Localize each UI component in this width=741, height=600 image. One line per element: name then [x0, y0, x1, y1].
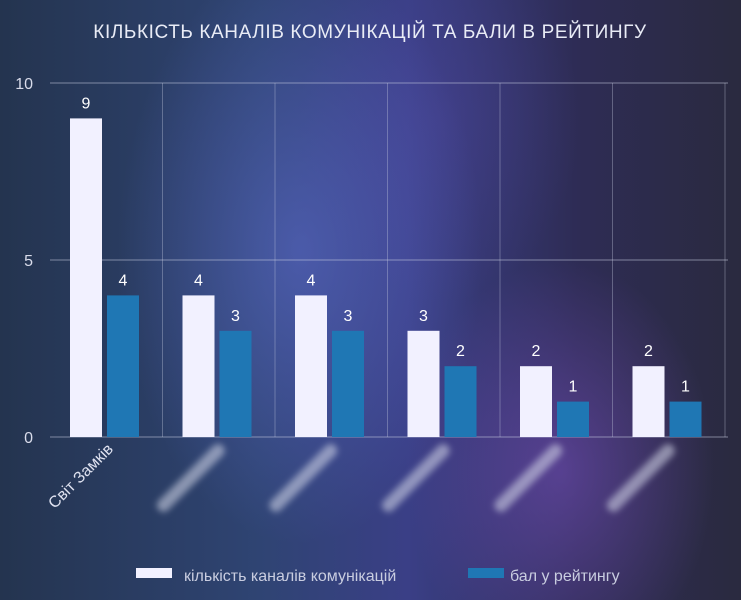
- grid-lines: [50, 82, 728, 438]
- bar-series-2: [444, 366, 477, 437]
- bars: [70, 118, 702, 438]
- legend-swatch: [468, 568, 504, 578]
- legend-label: бал у рейтингу: [510, 568, 620, 585]
- data-label: 4: [119, 272, 128, 289]
- y-axis: 0 5 10: [15, 76, 33, 447]
- data-label: 3: [419, 308, 428, 325]
- data-labels: 9 4 4 3 2 2 4 3 3 2 1 1: [82, 95, 691, 395]
- blurred-category-label: [494, 444, 563, 512]
- x-axis: Світ Замків: [45, 441, 675, 512]
- bar-series-2: [332, 330, 364, 437]
- blurred-category-label: [269, 444, 338, 512]
- bar-series-2: [107, 295, 139, 437]
- bar-series-1: [182, 295, 215, 437]
- bar-series-2: [557, 401, 589, 437]
- category-label: Світ Замків: [45, 441, 116, 512]
- y-tick-label: 5: [24, 253, 33, 270]
- data-label: 2: [532, 343, 541, 360]
- data-label: 4: [307, 272, 316, 289]
- blurred-category-label: [606, 444, 675, 512]
- bar-series-2: [219, 330, 252, 437]
- bar-series-1: [70, 118, 102, 438]
- data-label: 4: [194, 272, 203, 289]
- bar-series-1: [520, 366, 552, 437]
- bar-series-1: [407, 330, 440, 437]
- bar-series-2: [669, 401, 702, 437]
- legend: кількість каналів комунікацій бал у рейти…: [136, 568, 620, 585]
- bar-series-1: [632, 366, 665, 437]
- data-label: 9: [82, 95, 91, 112]
- data-label: 3: [231, 308, 240, 325]
- chart-title: КІЛЬКІСТЬ КАНАЛІВ КОМУНІКАЦІЙ ТА БАЛИ В …: [93, 21, 647, 43]
- data-label: 1: [681, 379, 690, 396]
- legend-label: кількість каналів комунікацій: [184, 568, 396, 585]
- blurred-category-label: [381, 444, 450, 512]
- data-label: 2: [644, 343, 653, 360]
- data-label: 1: [569, 379, 578, 396]
- blurred-category-label: [156, 444, 225, 512]
- bar-series-1: [295, 295, 327, 437]
- data-label: 2: [456, 343, 465, 360]
- legend-swatch: [136, 568, 172, 578]
- y-tick-label: 0: [24, 430, 33, 447]
- y-tick-label: 10: [15, 76, 33, 93]
- data-label: 3: [344, 308, 353, 325]
